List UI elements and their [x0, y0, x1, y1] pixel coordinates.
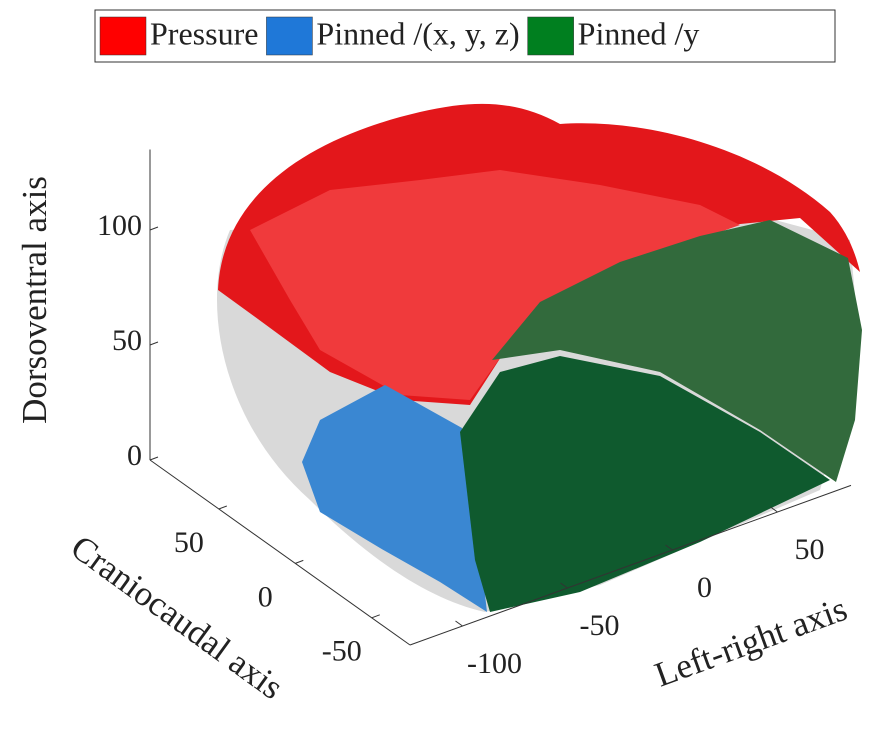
legend-label: Pressure: [150, 15, 258, 51]
pinned-xyz-region: [302, 385, 487, 612]
legend-swatch: [527, 16, 574, 56]
pinned-y-back: [492, 220, 862, 482]
x-tick: [455, 620, 463, 627]
legend-label: Pinned /y: [578, 15, 700, 51]
x-tick: [770, 506, 778, 513]
y-tick-label: 0: [258, 580, 273, 613]
z-tick-label: 0: [127, 439, 142, 472]
y-tick: [218, 505, 227, 510]
z-tick-label: 50: [112, 324, 142, 357]
x-tick: [665, 544, 673, 551]
y-tick: [295, 559, 304, 564]
x-axis-label: Left-right axis: [650, 589, 852, 694]
pressure-face: [250, 170, 740, 400]
z-tick: [149, 341, 159, 346]
z-tick: [149, 456, 159, 461]
x-tick: [560, 582, 568, 589]
x-tick-label: 0: [697, 571, 712, 604]
x-tick-label: 50: [795, 533, 825, 566]
y-tick: [371, 614, 380, 619]
legend-box: [94, 9, 836, 63]
legend-swatch: [266, 16, 313, 56]
y-tick-label: 50: [174, 526, 204, 559]
z-tick: [149, 226, 159, 231]
x-tick-label: -50: [580, 609, 620, 642]
legend-swatch: [99, 16, 147, 56]
pinned-y-front: [460, 356, 830, 612]
y-axis-line: [149, 459, 411, 646]
legend-label: Pinned /(x, y, z): [316, 15, 519, 51]
z-tick-label: 100: [97, 209, 142, 242]
legend: Pressure Pinned /(x, y, z) Pinned /y: [94, 9, 836, 63]
z-axis-label: Dorsoventral axis: [15, 176, 54, 424]
surface: [216, 103, 862, 612]
x-tick-label: -100: [467, 647, 522, 680]
y-tick-label: -50: [322, 635, 362, 668]
